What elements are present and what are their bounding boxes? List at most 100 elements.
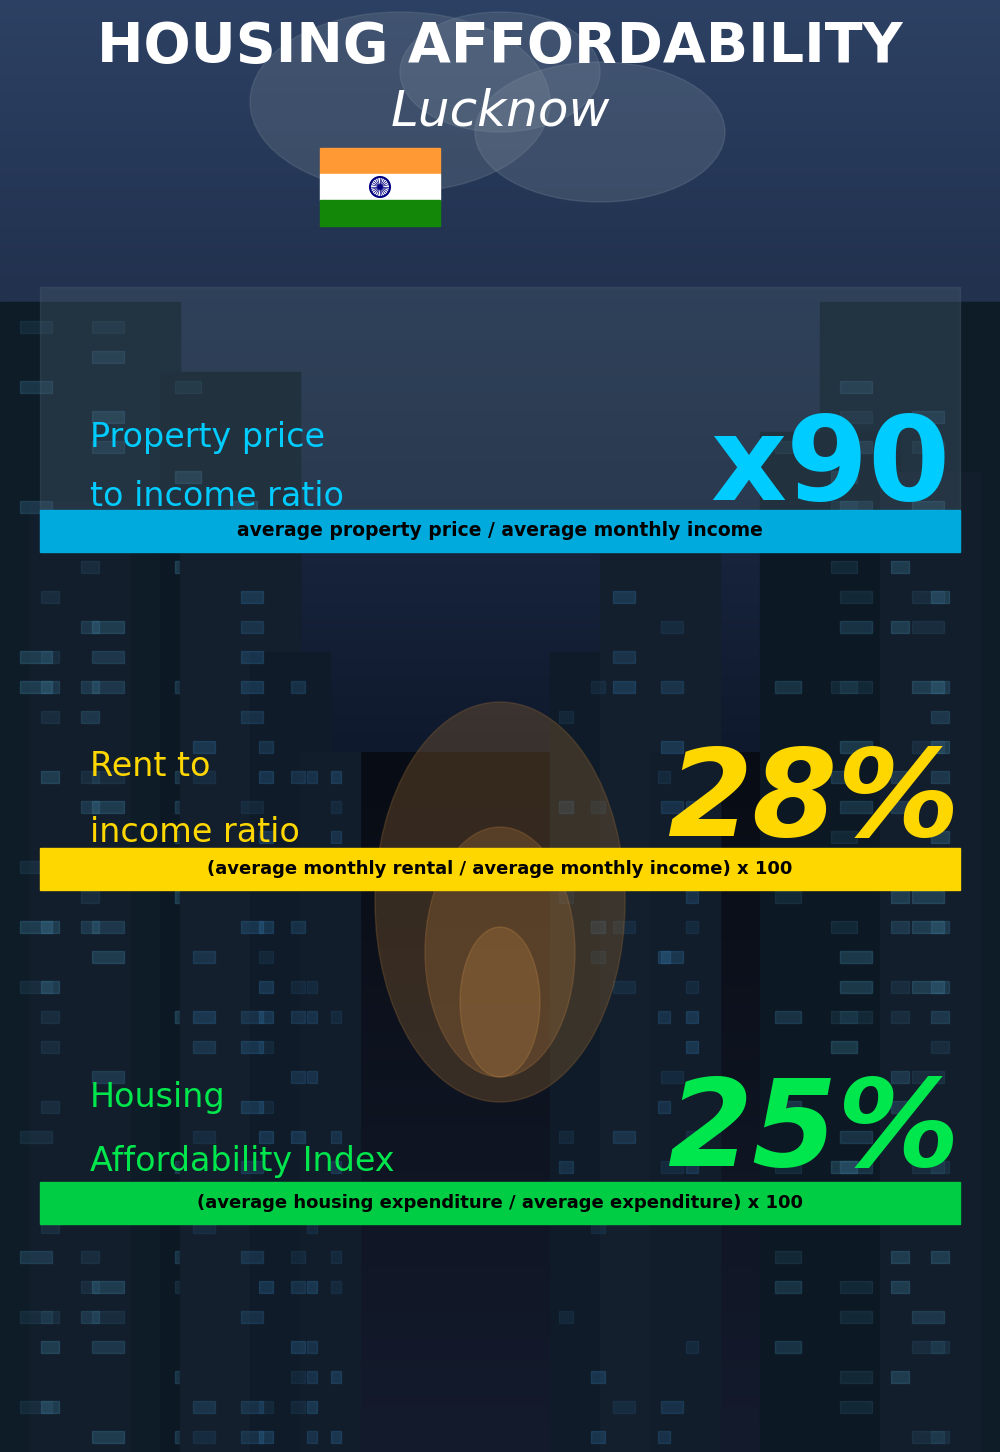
Bar bbox=[831, 560, 857, 574]
Bar bbox=[912, 1311, 944, 1323]
Bar bbox=[291, 771, 305, 783]
Bar bbox=[175, 771, 201, 783]
Bar bbox=[613, 681, 635, 693]
Bar bbox=[231, 1221, 257, 1233]
Bar bbox=[307, 1011, 317, 1024]
Bar bbox=[41, 1311, 59, 1323]
Bar bbox=[931, 1252, 949, 1263]
Bar bbox=[231, 531, 257, 543]
Bar bbox=[259, 1281, 273, 1292]
Bar bbox=[241, 1252, 263, 1263]
Bar bbox=[193, 1432, 215, 1443]
Bar bbox=[175, 1191, 201, 1204]
Bar bbox=[81, 1281, 99, 1292]
Bar bbox=[550, 652, 630, 1452]
Bar bbox=[912, 1432, 944, 1443]
Bar bbox=[331, 1281, 341, 1292]
Bar bbox=[92, 1311, 124, 1323]
Bar bbox=[831, 1011, 857, 1024]
Bar bbox=[241, 1041, 263, 1053]
Bar bbox=[41, 1401, 59, 1413]
Bar bbox=[92, 1342, 124, 1353]
Bar bbox=[259, 1041, 273, 1053]
Bar bbox=[241, 621, 263, 633]
Bar bbox=[840, 1311, 872, 1323]
Bar bbox=[92, 351, 124, 363]
Bar bbox=[931, 921, 949, 934]
Bar bbox=[241, 681, 263, 693]
Bar bbox=[320, 174, 440, 200]
Bar bbox=[175, 380, 201, 393]
Bar bbox=[840, 501, 872, 513]
Bar bbox=[81, 802, 99, 813]
Bar bbox=[81, 1252, 99, 1263]
Ellipse shape bbox=[475, 62, 725, 202]
Bar bbox=[658, 1432, 670, 1443]
Bar bbox=[661, 802, 683, 813]
Bar bbox=[912, 1342, 944, 1353]
Bar bbox=[591, 1432, 605, 1443]
Bar bbox=[775, 1252, 801, 1263]
Text: (average monthly rental / average monthly income) x 100: (average monthly rental / average monthl… bbox=[207, 860, 793, 878]
Bar bbox=[331, 1432, 341, 1443]
Bar bbox=[307, 1281, 317, 1292]
Bar bbox=[591, 802, 605, 813]
Bar bbox=[41, 982, 59, 993]
Bar bbox=[231, 1281, 257, 1292]
Text: Housing: Housing bbox=[90, 1080, 226, 1114]
Bar bbox=[20, 921, 52, 934]
Bar bbox=[891, 560, 909, 574]
Bar bbox=[840, 411, 872, 423]
Bar bbox=[20, 681, 52, 693]
Bar bbox=[775, 861, 801, 873]
Bar bbox=[259, 1011, 273, 1024]
Bar bbox=[20, 650, 52, 664]
Bar bbox=[840, 1281, 872, 1292]
Bar bbox=[40, 510, 960, 552]
Bar bbox=[92, 771, 124, 783]
Bar bbox=[331, 1011, 341, 1024]
Bar bbox=[92, 321, 124, 333]
Text: Lucknow: Lucknow bbox=[390, 89, 610, 136]
Bar bbox=[160, 372, 300, 1452]
Bar bbox=[661, 1191, 683, 1204]
Bar bbox=[891, 982, 909, 993]
Bar bbox=[891, 1101, 909, 1114]
Bar bbox=[20, 861, 52, 873]
Bar bbox=[175, 681, 201, 693]
Bar bbox=[259, 951, 273, 963]
Bar bbox=[559, 1311, 573, 1323]
Bar bbox=[92, 650, 124, 664]
Bar bbox=[686, 1041, 698, 1053]
Bar bbox=[331, 1191, 341, 1204]
Bar bbox=[831, 861, 857, 873]
Ellipse shape bbox=[375, 701, 625, 1102]
Bar bbox=[840, 1131, 872, 1143]
Bar bbox=[241, 802, 263, 813]
Bar bbox=[775, 441, 801, 453]
Bar bbox=[891, 771, 909, 783]
Bar bbox=[259, 1101, 273, 1114]
Bar bbox=[193, 1011, 215, 1024]
Bar bbox=[686, 1131, 698, 1143]
Bar bbox=[613, 982, 635, 993]
Bar bbox=[291, 1342, 305, 1353]
Bar bbox=[591, 1221, 605, 1233]
Bar bbox=[840, 380, 872, 393]
Bar bbox=[686, 1342, 698, 1353]
Bar bbox=[175, 861, 201, 873]
Bar bbox=[41, 1101, 59, 1114]
Bar bbox=[193, 951, 215, 963]
Bar bbox=[912, 741, 944, 754]
Bar bbox=[661, 681, 683, 693]
Bar bbox=[840, 1371, 872, 1382]
Bar bbox=[820, 302, 1000, 1452]
Text: x90: x90 bbox=[710, 409, 950, 524]
Bar bbox=[559, 892, 573, 903]
Bar bbox=[20, 1401, 52, 1413]
Bar bbox=[686, 892, 698, 903]
Bar bbox=[331, 1371, 341, 1382]
Bar bbox=[891, 621, 909, 633]
Bar bbox=[613, 1131, 635, 1143]
Bar bbox=[912, 531, 944, 543]
